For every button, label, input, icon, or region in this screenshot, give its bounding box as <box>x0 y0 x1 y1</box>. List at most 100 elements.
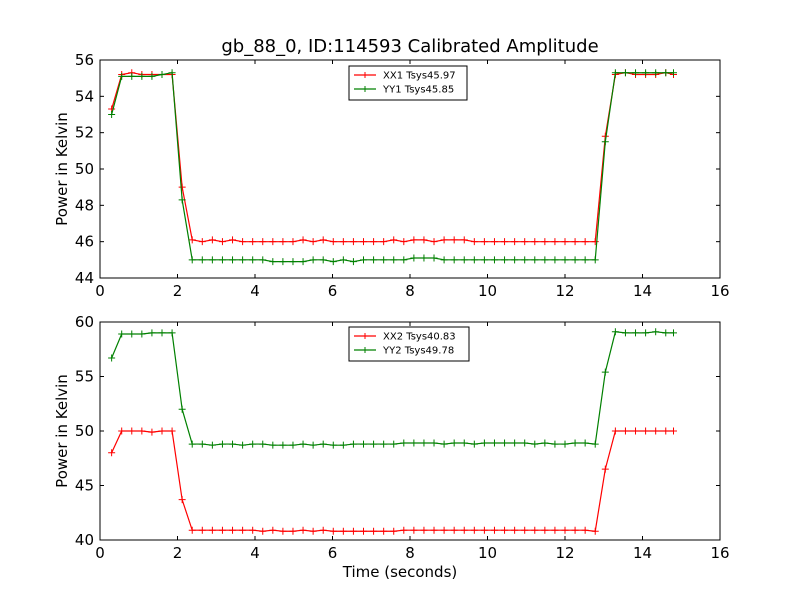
data-point-marker <box>621 69 629 77</box>
data-point-marker <box>229 256 237 264</box>
data-point-marker <box>208 236 216 244</box>
data-point-marker <box>299 236 307 244</box>
data-point-marker <box>299 440 307 448</box>
data-point-marker <box>470 256 478 264</box>
data-point-marker <box>670 329 677 337</box>
data-point-marker <box>198 526 206 534</box>
data-point-marker <box>229 440 237 448</box>
data-point-marker <box>390 527 398 535</box>
data-point-marker <box>289 441 297 449</box>
x-tick-label: 10 <box>478 544 497 562</box>
data-point-marker <box>218 256 226 264</box>
data-point-marker <box>390 236 398 244</box>
data-point-marker <box>501 526 509 534</box>
data-point-marker <box>178 183 186 191</box>
legend-box <box>348 65 468 101</box>
data-point-marker <box>239 441 247 449</box>
data-point-marker <box>360 238 367 246</box>
data-point-marker <box>259 527 267 535</box>
data-point-marker <box>128 427 136 435</box>
data-point-marker <box>289 527 297 535</box>
data-point-marker <box>158 329 166 337</box>
data-point-marker <box>380 440 388 448</box>
chart-title: gb_88_0, ID:114593 Calibrated Amplitude <box>221 36 598 57</box>
data-point-marker <box>652 69 660 77</box>
data-point-marker <box>430 254 438 262</box>
x-tick-label: 14 <box>633 282 652 300</box>
data-point-marker <box>470 238 478 246</box>
x-tick-label: 8 <box>405 544 415 562</box>
data-point-marker <box>239 526 247 534</box>
data-point-marker <box>218 238 226 246</box>
y-tick-label: 56 <box>75 51 94 69</box>
data-point-marker <box>329 441 337 449</box>
data-point-marker <box>511 238 519 246</box>
data-point-marker <box>551 238 559 246</box>
data-point-marker <box>148 329 156 337</box>
data-point-marker <box>319 236 327 244</box>
data-point-marker <box>551 440 559 448</box>
data-point-marker <box>541 238 549 246</box>
data-point-marker <box>551 526 559 534</box>
data-point-marker <box>511 526 519 534</box>
data-point-marker <box>561 256 569 264</box>
data-point-marker <box>259 440 267 448</box>
data-point-marker <box>259 238 267 246</box>
legend-entry-label: XX2 Tsys40.83 <box>383 332 456 343</box>
legend-swatch-marker <box>362 72 368 78</box>
data-point-marker <box>108 354 116 362</box>
data-point-marker <box>309 441 317 449</box>
data-point-marker <box>611 328 619 336</box>
data-point-marker <box>279 527 287 535</box>
data-point-marker <box>581 439 589 447</box>
y-tick-label: 48 <box>75 196 94 214</box>
x-tick-label: 2 <box>173 282 183 300</box>
data-point-marker <box>380 527 388 535</box>
data-point-marker <box>148 72 156 80</box>
data-point-marker <box>349 238 357 246</box>
data-point-marker <box>329 527 337 535</box>
data-point-marker <box>450 526 458 534</box>
data-point-marker <box>309 238 317 246</box>
data-point-marker <box>168 427 176 435</box>
data-point-marker <box>501 238 509 246</box>
data-point-marker <box>480 439 488 447</box>
data-point-marker <box>591 256 599 264</box>
data-point-marker <box>410 236 418 244</box>
data-point-marker <box>259 256 267 264</box>
data-point-marker <box>571 526 579 534</box>
data-point-marker <box>490 256 498 264</box>
data-point-marker <box>642 329 650 337</box>
legend-entry-label: XX1 Tsys45.97 <box>383 71 456 82</box>
y-tick-label: 54 <box>75 87 94 105</box>
data-point-marker <box>480 526 488 534</box>
data-point-marker <box>662 329 670 337</box>
data-point-marker <box>420 254 428 262</box>
data-point-marker <box>370 527 378 535</box>
data-point-marker <box>339 238 347 246</box>
data-point-marker <box>662 427 670 435</box>
data-point-marker <box>208 441 216 449</box>
legend-entry-label: YY2 Tsys49.78 <box>382 346 454 357</box>
data-point-marker <box>400 238 408 246</box>
data-point-marker <box>339 256 347 264</box>
data-point-marker <box>319 440 327 448</box>
data-point-marker <box>178 405 186 413</box>
data-point-marker <box>591 238 599 246</box>
data-point-marker <box>642 69 650 77</box>
data-point-marker <box>601 368 609 376</box>
x-tick-label: 8 <box>405 282 415 300</box>
data-point-marker <box>440 440 448 448</box>
data-point-marker <box>208 256 216 264</box>
data-point-marker <box>501 439 509 447</box>
data-point-marker <box>390 440 398 448</box>
data-point-marker <box>470 526 478 534</box>
legend: XX1 Tsys45.97 YY1 Tsys45.85 <box>348 65 468 101</box>
y-tick-label: 45 <box>75 477 94 495</box>
y-tick-label: 50 <box>75 422 94 440</box>
data-point-marker <box>128 72 136 80</box>
data-point-marker <box>138 427 146 435</box>
data-point-marker <box>531 526 539 534</box>
data-point-marker <box>531 256 539 264</box>
